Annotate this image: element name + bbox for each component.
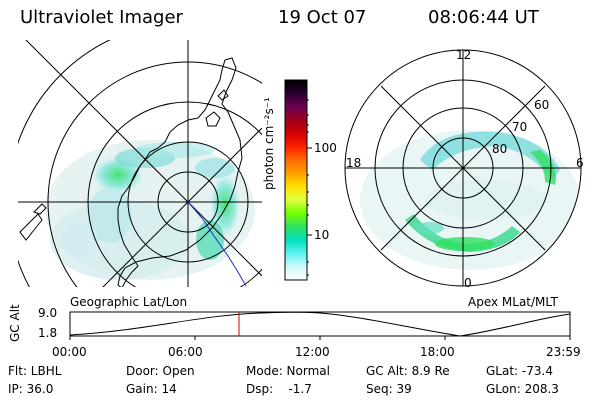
info-gain: Gain: 14 (126, 382, 177, 396)
colorbar-fill (284, 79, 308, 281)
colorbar-tick-10: 10 (314, 228, 330, 242)
colorbar-unit-label: photon cm⁻²s⁻¹ (262, 97, 276, 190)
info-seq: Seq: 39 (366, 382, 412, 396)
mlt-lines (345, 50, 581, 286)
mlt-label-18: 18 (346, 156, 362, 170)
info-gc-alt: GC Alt: 8.9 Re (366, 364, 450, 378)
mlt-label-12: 12 (456, 48, 472, 62)
altitude-curve (69, 311, 571, 337)
info-glon: GLon: 208.3 (486, 382, 559, 396)
x-tick-0600: 06:00 (168, 345, 203, 359)
info-flt: Flt: LBHL (8, 364, 62, 378)
colorbar (284, 79, 312, 281)
y-tick-1-8: 1.8 (38, 326, 58, 340)
time-label: 08:06:44 UT (428, 7, 539, 28)
gc-alt-axis-label: GC Alt (8, 304, 22, 342)
x-tick-1200: 12:00 (295, 345, 330, 359)
timeline-frame (69, 311, 571, 337)
apex-caption: Apex MLat/MLT (468, 295, 558, 309)
auroral-oval-right (405, 131, 560, 252)
geographic-caption: Geographic Lat/Lon (70, 295, 188, 309)
info-mode: Mode: Normal (246, 364, 330, 378)
mlat-label-60: 60 (534, 98, 550, 112)
date-label: 19 Oct 07 (278, 7, 367, 28)
x-tick-1800: 18:00 (420, 345, 455, 359)
new-zealand-outline (19, 213, 43, 241)
y-tick-9: 9.0 (38, 306, 58, 320)
geographic-map (18, 40, 262, 287)
longitude-lines (18, 40, 262, 287)
apex-polar-map (344, 49, 582, 287)
info-glat: GLat: -73.4 (486, 364, 553, 378)
continent-outline (117, 57, 243, 287)
mlat-label-70: 70 (512, 120, 528, 134)
app-title: Ultraviolet Imager (20, 7, 183, 28)
info-door: Door: Open (126, 364, 195, 378)
satellite-track (187, 201, 247, 287)
x-tick-0000: 00:00 (52, 345, 87, 359)
x-tick-2359: 23:59 (546, 345, 581, 359)
mlt-label-6: 6 (576, 156, 584, 170)
altitude-timeline (69, 311, 571, 340)
info-dsp: Dsp: -1.7 (246, 382, 312, 396)
info-ip: IP: 36.0 (8, 382, 54, 396)
mlat-label-80: 80 (492, 142, 508, 156)
colorbar-tick-100: 100 (314, 141, 337, 155)
auroral-oval-left (62, 142, 241, 260)
mlt-label-0: 0 (464, 276, 472, 290)
